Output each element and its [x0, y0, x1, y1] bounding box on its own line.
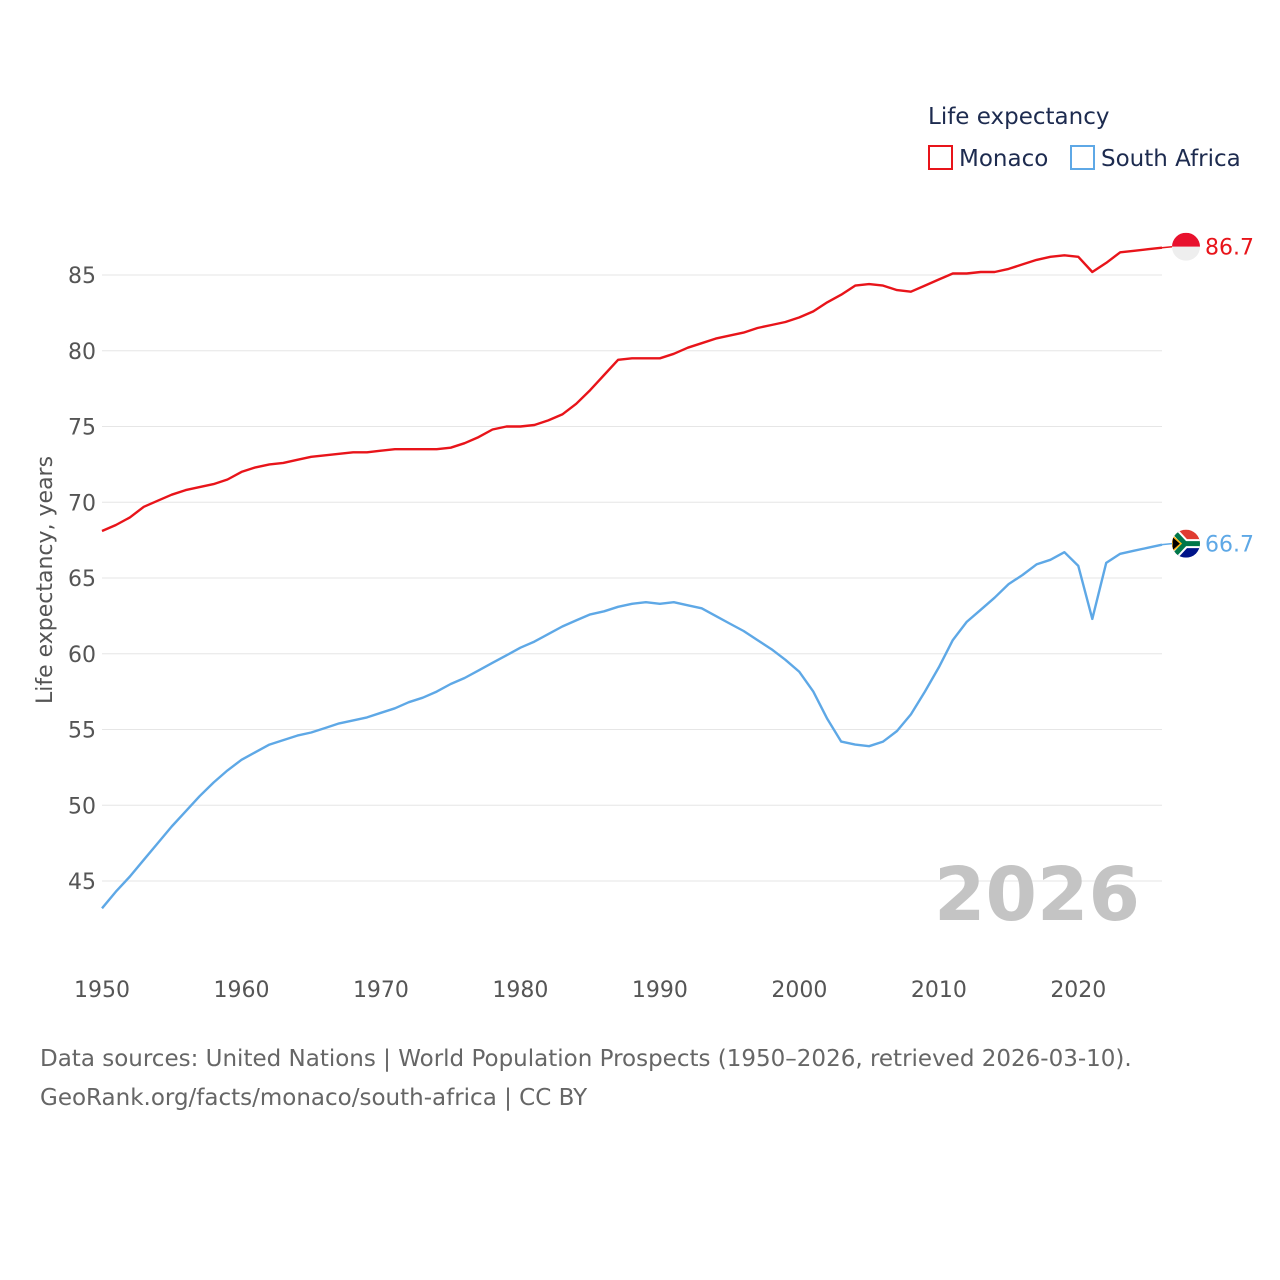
- legend-item-south-africa[interactable]: South Africa: [1070, 145, 1241, 172]
- x-tick-label: 2020: [1050, 978, 1106, 1003]
- end-value-label-monaco: 86.7: [1205, 236, 1254, 261]
- y-tick-label: 70: [68, 491, 96, 516]
- source-line-2[interactable]: GeoRank.org/facts/monaco/south-africa | …: [40, 1085, 588, 1111]
- year-watermark: 2026: [934, 852, 1140, 938]
- legend-label-monaco: Monaco: [959, 146, 1048, 172]
- x-tick-label: 2000: [771, 978, 827, 1003]
- legend-label-south-africa: South Africa: [1101, 146, 1241, 172]
- legend: Life expectancy Monaco South Africa: [928, 104, 1241, 172]
- y-tick-label: 85: [68, 264, 96, 289]
- legend-title: Life expectancy: [928, 104, 1109, 130]
- series-lines: [101, 246, 1163, 910]
- y-tick-label: 45: [68, 870, 96, 895]
- x-tick-label: 1970: [353, 978, 409, 1003]
- x-tick-label: 1990: [632, 978, 688, 1003]
- x-axis-ticks: 1950 1960 1970 1980 1990 2000 2010 2020: [74, 978, 1106, 1003]
- series-end-markers: 86.7 66.7: [1161, 232, 1254, 558]
- source-line-1: Data sources: United Nations | World Pop…: [40, 1046, 1132, 1072]
- connector-monaco: [1161, 245, 1173, 249]
- legend-swatch-monaco: [928, 145, 953, 170]
- y-tick-label: 60: [68, 643, 96, 668]
- life-expectancy-chart: 45 50 55 60 65 70 75 80 85 1950 1960 1970 1980 1990 2…: [33, 104, 1254, 1003]
- series-line-monaco[interactable]: [101, 246, 1163, 533]
- x-tick-label: 1950: [74, 978, 130, 1003]
- y-tick-label: 55: [68, 719, 96, 744]
- connector-south-africa: [1161, 542, 1173, 546]
- y-tick-label: 80: [68, 340, 96, 365]
- x-tick-label: 1960: [213, 978, 269, 1003]
- end-value-label-south-africa: 66.7: [1205, 533, 1254, 558]
- south-africa-flag-icon: [1172, 529, 1200, 558]
- y-axis-title: Life expectancy, years: [33, 456, 58, 704]
- legend-swatch-south-africa: [1070, 145, 1095, 170]
- y-tick-label: 50: [68, 794, 96, 819]
- series-line-south-africa[interactable]: [101, 543, 1163, 910]
- y-tick-label: 65: [68, 567, 96, 592]
- monaco-flag-icon: [1172, 232, 1200, 261]
- legend-item-monaco[interactable]: Monaco: [928, 145, 1048, 172]
- gridlines: [102, 274, 1162, 882]
- data-source-note: Data sources: United Nations | World Pop…: [40, 1040, 1240, 1118]
- y-axis-ticks: 45 50 55 60 65 70 75 80 85: [68, 264, 96, 895]
- x-tick-label: 2010: [911, 978, 967, 1003]
- x-tick-label: 1980: [492, 978, 548, 1003]
- y-tick-label: 75: [68, 416, 96, 441]
